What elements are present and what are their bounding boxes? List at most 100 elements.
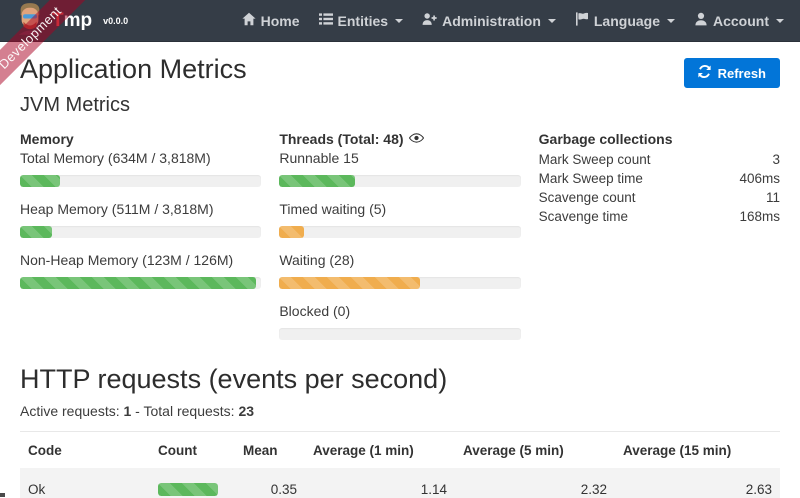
http-requests-title: HTTP requests (events per second): [20, 364, 448, 394]
table-row: Ok 0.35 1.14 2.32 2.63: [20, 468, 780, 498]
cell-average-1min: 1.14: [420, 482, 447, 497]
memory-column: Memory Total Memory (634M / 3,818M) Heap…: [20, 131, 262, 354]
gc-value: 3: [772, 152, 780, 167]
eye-icon[interactable]: [408, 131, 424, 147]
cell-code: Ok: [28, 482, 46, 497]
chevron-down-icon: [776, 18, 784, 23]
progress-bar: [279, 175, 355, 187]
metric-label: Total Memory (634M / 3,818M): [20, 150, 211, 166]
active-requests-value: 1: [123, 403, 132, 419]
progress-track: [20, 175, 262, 187]
user-plus-icon: [422, 12, 437, 29]
metric-timed-waiting: Timed waiting (5): [279, 201, 521, 238]
progress-track: [279, 277, 521, 289]
chevron-down-icon: [395, 18, 404, 23]
metric-label: Non-Heap Memory (123M / 126M): [20, 252, 234, 268]
metric-label: Timed waiting (5): [279, 201, 387, 217]
metric-label: Heap Memory (511M / 3,818M): [20, 201, 214, 217]
metric-label: Waiting (28): [279, 252, 355, 268]
brand-home-link[interactable]: Tmp v0.0.0: [16, 1, 128, 40]
cell-count: [150, 468, 235, 498]
gc-row-mark-sweep-time: Mark Sweep time 406ms: [539, 169, 780, 188]
gc-label: Mark Sweep count: [538, 152, 651, 167]
header-mean: Mean: [243, 443, 278, 458]
progress-bar: [20, 226, 53, 238]
header-average-5min: Average (5 min): [463, 443, 564, 458]
gc-label: Mark Sweep time: [538, 171, 643, 186]
refresh-icon: [697, 65, 711, 81]
total-requests-value: 23: [238, 403, 255, 419]
count-bar-track: [158, 483, 218, 496]
screen-artifact: [0, 493, 5, 497]
metrics-page: Application Metrics Refresh JVM Metrics …: [0, 42, 800, 498]
gc-label: Scavenge count: [538, 190, 636, 205]
nav-menu: Home Entities Administration: [242, 12, 784, 29]
header-average-15min: Average (15 min): [623, 443, 732, 458]
progress-track: [20, 226, 262, 238]
metric-total-memory: Total Memory (634M / 3,818M): [20, 150, 262, 187]
metric-label: Blocked (0): [279, 303, 351, 319]
header-code: Code: [28, 443, 62, 458]
progress-bar: [279, 277, 421, 289]
chevron-down-icon: [547, 18, 556, 23]
page-title: Application Metrics: [20, 54, 247, 84]
metric-label: Runnable 15: [279, 150, 359, 166]
gc-row-mark-sweep-count: Mark Sweep count 3: [539, 150, 780, 169]
cell-average-5min: 2.32: [580, 482, 607, 497]
gc-title: Garbage collections: [538, 131, 673, 147]
nav-item-label: Entities: [337, 12, 389, 29]
nav-item-entities[interactable]: Entities: [318, 12, 404, 29]
jvm-metrics-title: JVM Metrics: [20, 94, 130, 116]
gc-column: Garbage collections Mark Sweep count 3 M…: [539, 131, 780, 354]
gc-row-scavenge-time: Scavenge time 168ms: [539, 207, 780, 226]
http-requests-table: Code Count Mean Average (1 min) Average …: [20, 431, 780, 498]
metric-heap-memory: Heap Memory (511M / 3,818M): [20, 201, 262, 238]
metric-blocked: Blocked (0): [279, 303, 521, 340]
refresh-button[interactable]: Refresh: [683, 58, 780, 88]
http-requests-section: HTTP requests (events per second) Active…: [20, 364, 780, 498]
chevron-down-icon: [667, 18, 675, 23]
list-icon: [318, 12, 333, 29]
nav-item-account[interactable]: Account: [694, 12, 784, 29]
jhipster-logo-icon: [16, 1, 44, 40]
navbar: Tmp v0.0.0 Home Entities: [0, 0, 800, 42]
flag-icon: [575, 12, 589, 29]
http-requests-stats: Active requests: 1 - Total requests: 23: [20, 403, 255, 419]
progress-bar: [279, 226, 305, 238]
memory-title: Memory: [20, 131, 74, 147]
threads-title: Threads (Total: 48): [279, 131, 404, 147]
header-average-1min: Average (1 min): [313, 443, 414, 458]
gc-value: 406ms: [739, 171, 780, 186]
progress-bar: [20, 277, 256, 289]
cell-mean: 0.35: [270, 482, 297, 497]
metric-runnable: Runnable 15: [279, 150, 521, 187]
gc-value: 168ms: [739, 209, 780, 224]
cell-average-15min: 2.63: [745, 482, 772, 497]
nav-item-label: Account: [713, 12, 769, 29]
nav-item-label: Administration: [442, 12, 541, 29]
metric-nonheap-memory: Non-Heap Memory (123M / 126M): [20, 252, 262, 289]
count-bar: [158, 483, 218, 496]
nav-item-label: Home: [260, 12, 300, 29]
user-icon: [694, 12, 708, 29]
brand-version: v0.0.0: [103, 15, 129, 26]
header-count: Count: [158, 443, 197, 458]
metric-waiting: Waiting (28): [279, 252, 521, 289]
progress-track: [279, 328, 521, 340]
progress-track: [279, 175, 521, 187]
progress-track: [20, 277, 262, 289]
gc-value: 11: [765, 190, 780, 205]
nav-item-administration[interactable]: Administration: [422, 12, 556, 29]
home-icon: [242, 12, 256, 29]
brand-name: Tmp: [52, 9, 93, 31]
nav-item-language[interactable]: Language: [575, 12, 675, 29]
nav-item-label: Language: [593, 12, 660, 29]
gc-row-scavenge-count: Scavenge count 11: [539, 188, 780, 207]
gc-label: Scavenge time: [538, 209, 628, 224]
refresh-label: Refresh: [717, 65, 766, 81]
progress-bar: [20, 175, 61, 187]
progress-track: [279, 226, 521, 238]
table-header-row: Code Count Mean Average (1 min) Average …: [20, 432, 780, 469]
nav-item-home[interactable]: Home: [242, 12, 300, 29]
threads-column: Threads (Total: 48) Runnable 15 Timed wa…: [279, 131, 521, 354]
